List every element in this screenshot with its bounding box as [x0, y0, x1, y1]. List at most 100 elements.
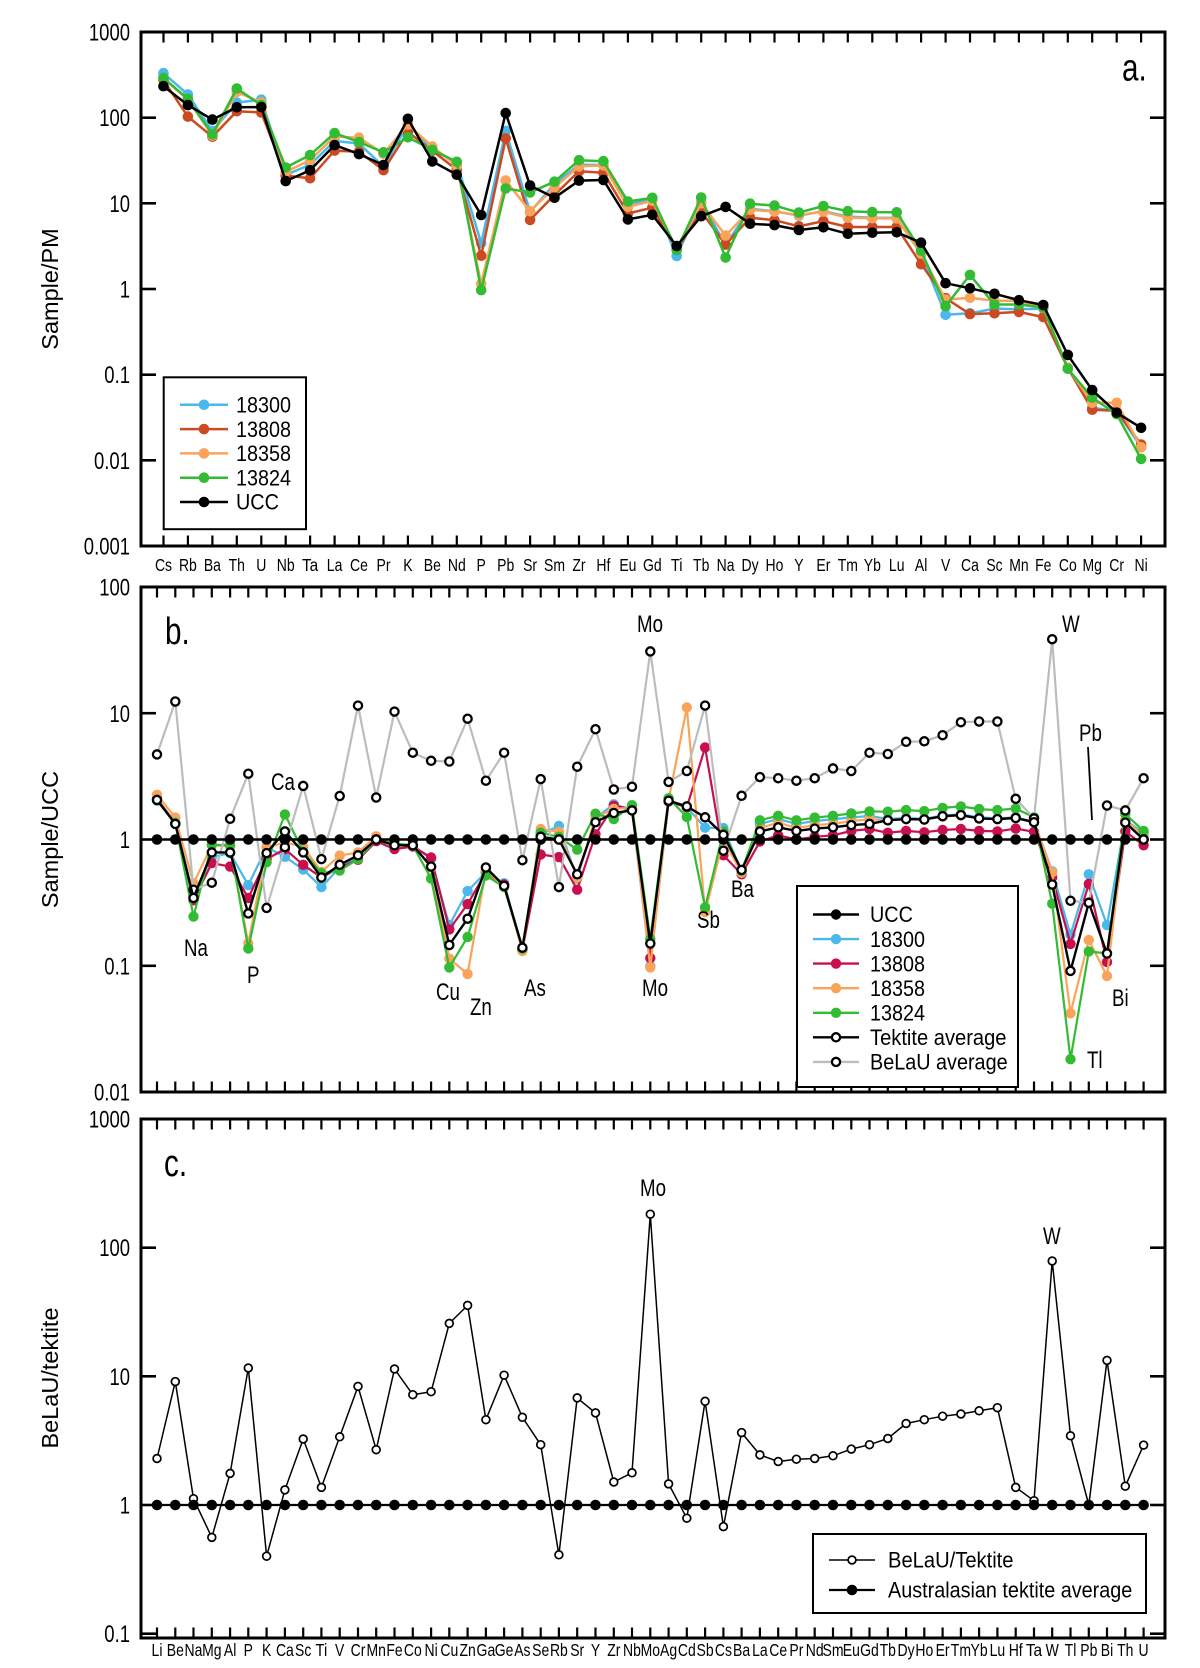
svg-text:Sr: Sr [523, 555, 537, 575]
svg-text:Pr: Pr [377, 555, 391, 575]
svg-text:Sm: Sm [823, 1640, 844, 1660]
svg-text:Cr: Cr [1109, 555, 1124, 575]
svg-text:Al: Al [224, 1640, 236, 1660]
svg-text:Zn: Zn [459, 1640, 475, 1660]
svg-text:13808: 13808 [236, 417, 291, 442]
svg-text:W: W [1046, 1640, 1060, 1660]
svg-text:Na: Na [185, 1640, 203, 1660]
svg-text:Se: Se [532, 1640, 549, 1660]
svg-text:Co: Co [1059, 555, 1077, 575]
svg-text:Ga: Ga [477, 1640, 496, 1660]
svg-text:18300: 18300 [236, 393, 291, 418]
svg-text:Mo: Mo [642, 975, 668, 1002]
svg-text:Ca: Ca [961, 555, 979, 575]
svg-text:Mn: Mn [1009, 555, 1028, 575]
svg-text:18358: 18358 [870, 976, 925, 1001]
svg-text:10: 10 [110, 1364, 131, 1391]
svg-text:Tb: Tb [693, 555, 709, 575]
svg-text:Rb: Rb [179, 555, 197, 575]
svg-text:Al: Al [915, 555, 927, 575]
svg-text:W: W [1062, 611, 1080, 638]
svg-text:Ti: Ti [671, 555, 683, 575]
svg-text:Tl: Tl [1087, 1047, 1103, 1074]
svg-text:BeLaU average: BeLaU average [870, 1050, 1008, 1075]
svg-text:Yb: Yb [971, 1640, 988, 1660]
svg-text:Australasian tektite average: Australasian tektite average [888, 1578, 1132, 1603]
svg-text:U: U [256, 555, 266, 575]
svg-text:UCC: UCC [870, 902, 913, 927]
svg-text:Fe: Fe [386, 1640, 402, 1660]
svg-text:100: 100 [99, 105, 130, 132]
svg-text:Ba: Ba [204, 555, 221, 575]
svg-text:Sample/UCC: Sample/UCC [37, 771, 63, 908]
svg-text:P: P [477, 555, 486, 575]
svg-text:Mn: Mn [367, 1640, 386, 1660]
svg-text:La: La [327, 555, 343, 575]
svg-text:Ce: Ce [350, 555, 368, 575]
svg-text:Sb: Sb [697, 1640, 714, 1660]
svg-text:Be: Be [167, 1640, 184, 1660]
svg-text:Cu: Cu [440, 1640, 458, 1660]
svg-text:Lu: Lu [889, 555, 905, 575]
svg-text:100: 100 [99, 1235, 130, 1262]
svg-text:Th: Th [1117, 1640, 1133, 1660]
svg-text:Gd: Gd [643, 555, 662, 575]
svg-text:Tm: Tm [838, 555, 858, 575]
svg-text:Co: Co [404, 1640, 422, 1660]
svg-text:As: As [514, 1640, 530, 1660]
svg-text:P: P [244, 1640, 253, 1660]
svg-text:Nd: Nd [806, 1640, 824, 1660]
svg-text:Pb: Pb [1079, 720, 1102, 747]
svg-text:1: 1 [120, 1493, 130, 1520]
svg-text:c.: c. [164, 1143, 187, 1185]
svg-text:Ni: Ni [425, 1640, 438, 1660]
svg-text:W: W [1043, 1223, 1061, 1250]
svg-text:Tektite average: Tektite average [870, 1025, 1007, 1050]
svg-text:V: V [941, 555, 951, 575]
svg-text:b.: b. [165, 611, 190, 653]
svg-text:Ba: Ba [733, 1640, 750, 1660]
svg-text:Dy: Dy [742, 555, 759, 575]
svg-text:Lu: Lu [990, 1640, 1006, 1660]
svg-text:Nd: Nd [448, 555, 466, 575]
svg-text:Tm: Tm [951, 1640, 971, 1660]
svg-text:Mo: Mo [641, 1640, 660, 1660]
svg-text:K: K [262, 1640, 272, 1660]
svg-text:Rb: Rb [550, 1640, 568, 1660]
svg-text:18358: 18358 [236, 441, 291, 466]
svg-text:13824: 13824 [236, 465, 291, 490]
svg-text:Cu: Cu [436, 979, 460, 1006]
svg-text:0.01: 0.01 [94, 1080, 130, 1107]
svg-text:Sm: Sm [544, 555, 565, 575]
svg-text:Zn: Zn [470, 994, 492, 1021]
svg-text:Cr: Cr [351, 1640, 366, 1660]
svg-text:Bi: Bi [1112, 985, 1129, 1012]
svg-text:Hf: Hf [596, 555, 610, 575]
svg-text:Sb: Sb [697, 907, 720, 934]
svg-text:Ti: Ti [316, 1640, 328, 1660]
svg-text:18300: 18300 [870, 927, 925, 952]
svg-text:Cs: Cs [715, 1640, 732, 1660]
svg-text:0.001: 0.001 [84, 534, 130, 561]
svg-text:Nb: Nb [277, 555, 295, 575]
svg-text:P: P [247, 962, 260, 989]
svg-text:10: 10 [110, 191, 131, 218]
svg-text:Bi: Bi [1101, 1640, 1113, 1660]
svg-text:Eu: Eu [619, 555, 636, 575]
svg-text:Gd: Gd [860, 1640, 879, 1660]
svg-text:1: 1 [120, 277, 130, 304]
svg-text:Ho: Ho [915, 1640, 933, 1660]
svg-text:13824: 13824 [870, 1001, 925, 1026]
svg-text:Pb: Pb [1080, 1640, 1097, 1660]
svg-text:Fe: Fe [1035, 555, 1051, 575]
svg-text:1000: 1000 [89, 20, 130, 47]
svg-text:0.1: 0.1 [104, 953, 130, 980]
svg-text:Be: Be [424, 555, 441, 575]
svg-text:Ta: Ta [302, 555, 319, 575]
svg-text:As: As [524, 975, 546, 1002]
svg-text:0.1: 0.1 [104, 362, 130, 389]
svg-text:Zr: Zr [572, 555, 585, 575]
svg-text:Mg: Mg [1083, 555, 1102, 575]
svg-text:Ge: Ge [495, 1640, 514, 1660]
svg-text:Zr: Zr [607, 1640, 620, 1660]
